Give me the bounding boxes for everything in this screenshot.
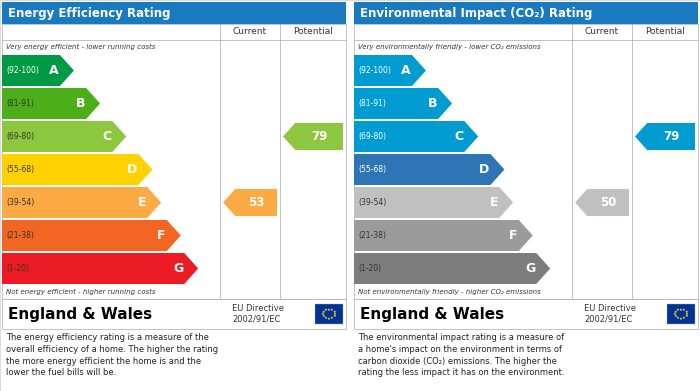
Text: F: F [158, 229, 166, 242]
Polygon shape [2, 88, 100, 119]
Text: The environmental impact rating is a measure of
a home's impact on the environme: The environmental impact rating is a mea… [358, 333, 564, 377]
Polygon shape [354, 187, 513, 218]
Text: 79: 79 [311, 130, 328, 143]
Text: ★: ★ [679, 307, 683, 312]
Polygon shape [283, 123, 343, 150]
Text: 79: 79 [663, 130, 679, 143]
Polygon shape [2, 220, 181, 251]
Polygon shape [223, 189, 277, 216]
Text: D: D [127, 163, 137, 176]
Text: 50: 50 [600, 196, 616, 209]
Text: Environmental Impact (CO₂) Rating: Environmental Impact (CO₂) Rating [360, 7, 592, 20]
Text: (69-80): (69-80) [358, 132, 386, 141]
Text: Current: Current [233, 27, 267, 36]
Text: B: B [428, 97, 437, 110]
Text: (81-91): (81-91) [6, 99, 34, 108]
Bar [2, 2, 346, 24]
Bar [2, 24, 346, 299]
Polygon shape [2, 55, 74, 86]
Text: C: C [102, 130, 111, 143]
Text: Potential: Potential [293, 27, 333, 36]
Bar [354, 2, 698, 24]
Bar [354, 299, 698, 329]
Text: (39-54): (39-54) [358, 198, 386, 207]
Text: G: G [173, 262, 183, 275]
Text: ★: ★ [327, 316, 331, 321]
Text: (1-20): (1-20) [6, 264, 29, 273]
Text: G: G [525, 262, 536, 275]
Text: Not energy efficient - higher running costs: Not energy efficient - higher running co… [6, 289, 155, 295]
Polygon shape [2, 187, 161, 218]
Text: ★: ★ [330, 308, 334, 312]
Text: Very energy efficient - lower running costs: Very energy efficient - lower running co… [6, 44, 155, 50]
Text: EU Directive
2002/91/EC: EU Directive 2002/91/EC [584, 304, 636, 324]
Polygon shape [575, 189, 629, 216]
Bar [667, 304, 695, 324]
Text: (21-38): (21-38) [6, 231, 34, 240]
Text: ★: ★ [685, 314, 688, 318]
Text: ★: ★ [676, 316, 680, 320]
Text: D: D [480, 163, 489, 176]
Text: B: B [76, 97, 85, 110]
Text: ★: ★ [685, 310, 688, 314]
Text: (21-38): (21-38) [358, 231, 386, 240]
Text: England & Wales: England & Wales [360, 307, 504, 321]
Text: ★: ★ [682, 308, 686, 312]
Polygon shape [2, 154, 153, 185]
Text: E: E [138, 196, 146, 209]
Polygon shape [354, 55, 426, 86]
Text: EU Directive
2002/91/EC: EU Directive 2002/91/EC [232, 304, 284, 324]
Text: (81-91): (81-91) [358, 99, 386, 108]
Text: (92-100): (92-100) [6, 66, 39, 75]
Bar [2, 299, 346, 329]
Polygon shape [354, 88, 452, 119]
Text: ★: ★ [333, 312, 337, 316]
Text: ★: ★ [324, 308, 328, 312]
Text: Very environmentally friendly - lower CO₂ emissions: Very environmentally friendly - lower CO… [358, 44, 540, 50]
Polygon shape [354, 154, 505, 185]
Text: ★: ★ [682, 316, 686, 320]
Text: Current: Current [585, 27, 619, 36]
Text: (1-20): (1-20) [358, 264, 381, 273]
Text: ★: ★ [324, 316, 328, 320]
Text: Not environmentally friendly - higher CO₂ emissions: Not environmentally friendly - higher CO… [358, 289, 540, 295]
Text: ★: ★ [679, 316, 683, 321]
Text: 53: 53 [248, 196, 265, 209]
Text: ★: ★ [332, 310, 336, 314]
Polygon shape [2, 121, 126, 152]
Text: ★: ★ [685, 312, 689, 316]
Polygon shape [635, 123, 695, 150]
Text: Potential: Potential [645, 27, 685, 36]
Text: ★: ★ [321, 312, 325, 316]
Text: ★: ★ [327, 307, 331, 312]
Text: (55-68): (55-68) [6, 165, 34, 174]
Text: C: C [454, 130, 463, 143]
Text: ★: ★ [674, 314, 678, 318]
Text: ★: ★ [322, 310, 326, 314]
Polygon shape [354, 121, 478, 152]
Text: F: F [510, 229, 518, 242]
Text: The energy efficiency rating is a measure of the
overall efficiency of a home. T: The energy efficiency rating is a measur… [6, 333, 218, 377]
Text: ★: ★ [673, 312, 677, 316]
Polygon shape [2, 253, 198, 284]
Text: ★: ★ [674, 310, 678, 314]
Polygon shape [354, 220, 533, 251]
Bar [354, 24, 698, 299]
Polygon shape [354, 253, 550, 284]
Text: ★: ★ [322, 314, 326, 318]
Text: ★: ★ [330, 316, 334, 320]
Text: (92-100): (92-100) [358, 66, 391, 75]
Text: A: A [50, 64, 59, 77]
Text: (39-54): (39-54) [6, 198, 34, 207]
Text: England & Wales: England & Wales [8, 307, 152, 321]
Text: E: E [490, 196, 498, 209]
Text: (55-68): (55-68) [358, 165, 386, 174]
Text: Energy Efficiency Rating: Energy Efficiency Rating [8, 7, 171, 20]
Text: ★: ★ [676, 308, 680, 312]
Bar [315, 304, 343, 324]
Text: ★: ★ [332, 314, 336, 318]
Text: A: A [401, 64, 411, 77]
Text: (69-80): (69-80) [6, 132, 34, 141]
